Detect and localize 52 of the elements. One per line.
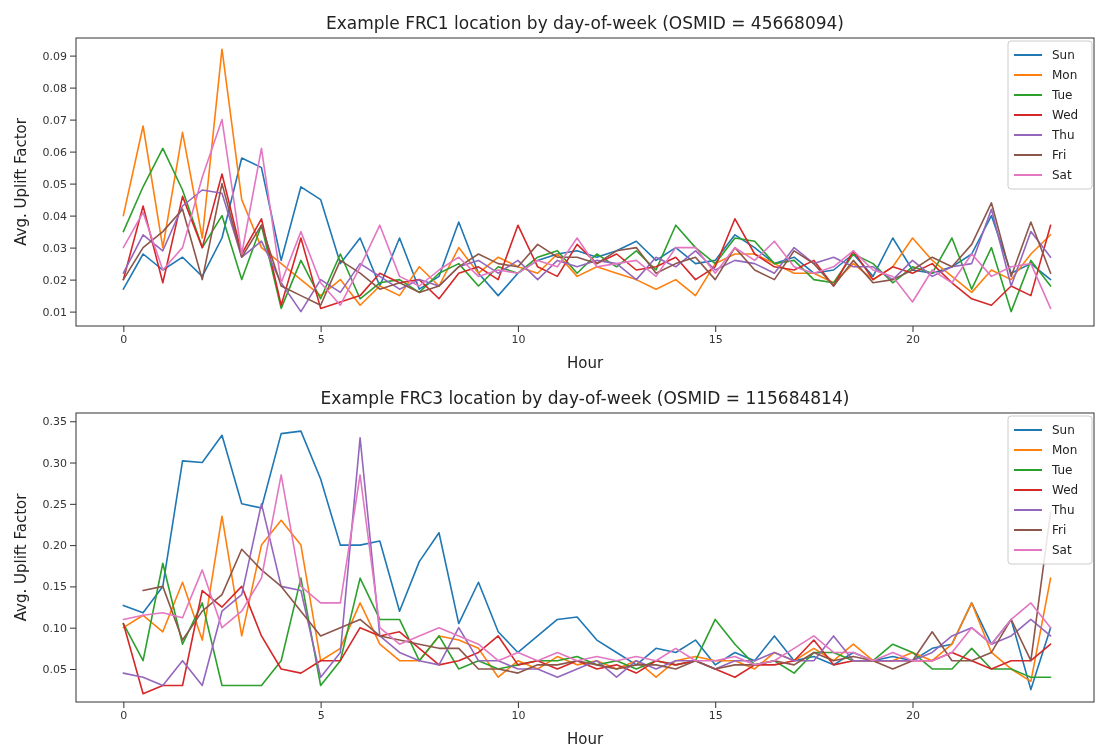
legend-label: Sat [1052, 168, 1072, 182]
legend-label: Mon [1052, 443, 1078, 457]
y-axis-title: Avg. Uplift Factor [12, 117, 30, 246]
x-tick-label: 10 [511, 708, 526, 722]
legend-label: Thu [1051, 503, 1075, 517]
legend-label: Sun [1052, 423, 1075, 437]
legend-label: Fri [1052, 523, 1067, 537]
x-tick-label: 10 [511, 332, 526, 346]
legend-label: Thu [1051, 128, 1075, 142]
y-tick-label: 0.20 [42, 539, 67, 553]
y-tick-label: 0.08 [42, 81, 67, 95]
y-tick-label: 0.30 [42, 456, 67, 470]
legend-label: Mon [1052, 68, 1078, 82]
y-tick-label: 0.07 [42, 113, 67, 127]
y-tick-label: 0.04 [42, 209, 67, 223]
legend-label: Sun [1052, 48, 1075, 62]
y-tick-label: 0.35 [42, 415, 67, 429]
y-tick-label: 0.25 [42, 497, 67, 511]
legend-label: Wed [1052, 483, 1079, 497]
y-tick-label: 0.15 [42, 580, 67, 594]
x-axis-title: Hour [566, 354, 604, 372]
x-tick-label: 20 [906, 332, 920, 346]
y-axis-title: Avg. Uplift Factor [12, 492, 30, 622]
legend-label: Fri [1052, 148, 1067, 162]
line-series [122, 562, 1052, 687]
x-axis-title: Hour [566, 730, 604, 746]
x-tick-label: 0 [120, 332, 128, 346]
line-series [122, 147, 1052, 313]
y-tick-label: 0.09 [42, 49, 67, 63]
y-tick-label: 0.03 [42, 241, 67, 255]
line-series [122, 48, 1052, 306]
x-tick-label: 20 [906, 708, 920, 722]
line-series [122, 118, 1052, 310]
line-series [122, 474, 1052, 666]
legend-label: Sat [1052, 543, 1072, 557]
chart-title: Example FRC1 location by day-of-week (OSMID = 45668094) [326, 13, 844, 33]
x-tick-label: 5 [317, 708, 325, 722]
x-tick-label: 5 [317, 332, 325, 346]
x-tick-label: 0 [120, 708, 128, 722]
x-tick-label: 15 [708, 332, 723, 346]
y-tick-label: 0.05 [42, 662, 67, 676]
y-tick-label: 0.10 [42, 621, 67, 635]
legend-label: Tue [1051, 463, 1073, 477]
legend-label: Wed [1052, 108, 1079, 122]
y-tick-label: 0.01 [42, 305, 67, 319]
y-tick-label: 0.05 [42, 177, 67, 191]
line-series [122, 157, 1052, 297]
y-tick-label: 0.06 [42, 145, 67, 159]
y-tick-label: 0.02 [42, 273, 67, 287]
legend-label: Tue [1051, 88, 1073, 102]
x-tick-label: 15 [708, 708, 723, 722]
chart-title: Example FRC3 location by day-of-week (OSMID = 115684814) [320, 388, 850, 408]
